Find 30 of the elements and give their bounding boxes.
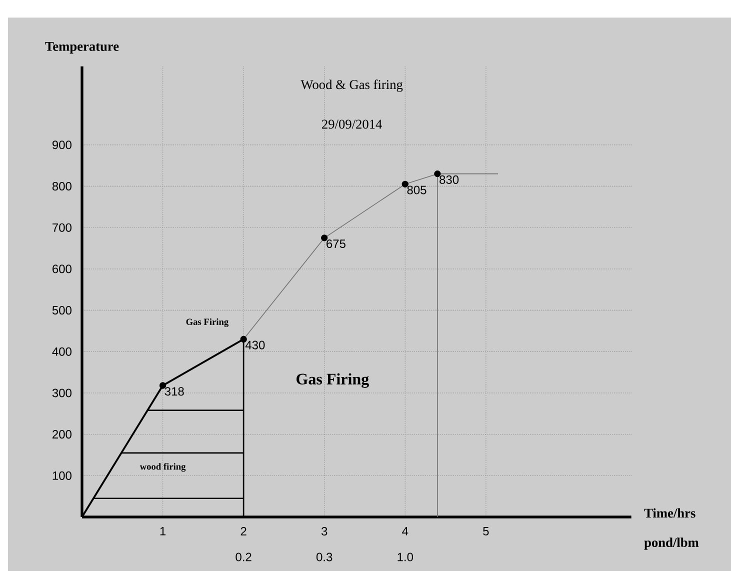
y-tick-label: 900: [52, 140, 72, 150]
text: 0.2: [236, 552, 252, 562]
x-tick-label: 3: [321, 527, 328, 536]
y-tick-label: 400: [52, 347, 72, 356]
y-tick-label: 700: [52, 223, 72, 232]
y-axis-title: Temperature: [45, 42, 119, 54]
text: 29/09/2014: [322, 120, 382, 129]
text: Wood & Gas firing: [300, 80, 403, 92]
text: 0.3: [316, 552, 332, 562]
data-label: 830: [440, 175, 459, 184]
data-label: 805: [407, 186, 426, 194]
data-label: 430: [245, 340, 265, 350]
text: 1.0: [398, 552, 414, 562]
annotation: Gas Firing: [296, 373, 369, 388]
x-tick-label: 5: [483, 527, 489, 536]
y-tick-label: 800: [52, 182, 72, 190]
x-tick-label: 4: [402, 527, 408, 536]
x2-axis-title: pond/lbm: [644, 538, 699, 550]
y-tick-label: 200: [52, 430, 72, 439]
y-tick-label: 500: [52, 306, 72, 315]
annotation: Gas Firing: [186, 318, 229, 327]
y-tick-label: 600: [52, 264, 72, 274]
y-tick-label: 300: [52, 388, 72, 398]
annotation: wood firing: [140, 463, 186, 472]
data-label: 675: [326, 240, 346, 248]
data-label: 318: [164, 387, 184, 396]
x-axis-title: Time/hrs: [644, 508, 696, 518]
x-tick-label: 2: [240, 527, 246, 536]
x-tick-label: 1: [160, 527, 166, 536]
y-tick-label: 100: [52, 471, 72, 480]
